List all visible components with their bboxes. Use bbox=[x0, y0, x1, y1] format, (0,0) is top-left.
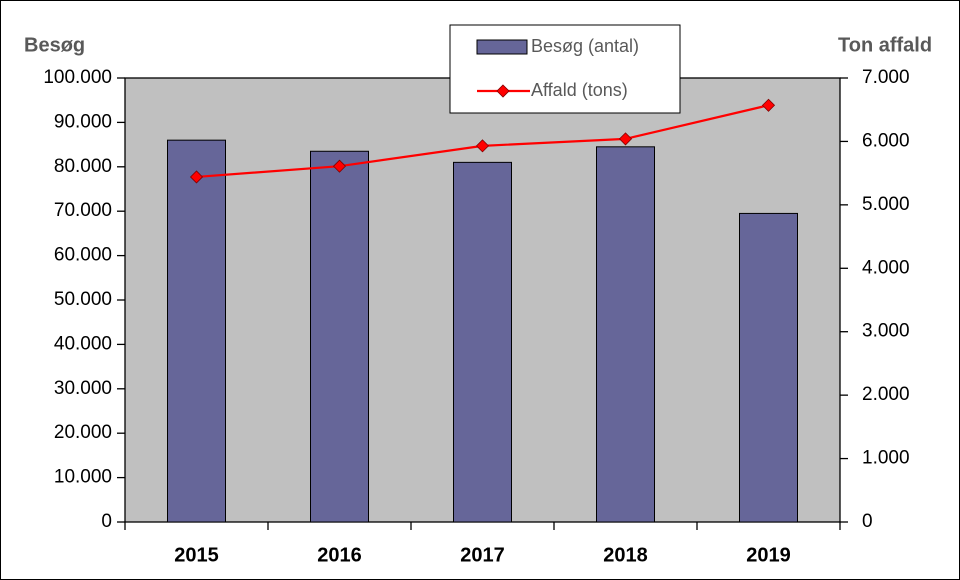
marker bbox=[475, 139, 490, 153]
bar bbox=[596, 146, 655, 523]
y-tick-label: 80.000 bbox=[54, 156, 112, 177]
y-tick-label: 20.000 bbox=[54, 422, 112, 443]
x-tick-label: 2018 bbox=[603, 544, 648, 566]
y-tick-label: 70.000 bbox=[54, 200, 112, 221]
y2-tick-label: 1.000 bbox=[862, 448, 910, 469]
legend-label: Besøg (antal) bbox=[531, 36, 639, 56]
y2-tick-label: 7.000 bbox=[862, 67, 910, 88]
marker bbox=[761, 98, 776, 112]
y2-tick-label: 6.000 bbox=[862, 130, 910, 151]
marker bbox=[618, 132, 633, 146]
y-tick-label: 90.000 bbox=[54, 111, 112, 132]
legend-label: Affald (tons) bbox=[531, 80, 628, 100]
y-tick-label: 30.000 bbox=[54, 378, 112, 399]
y-tick-label: 0 bbox=[101, 511, 112, 532]
legend-marker bbox=[496, 84, 510, 98]
bar bbox=[167, 139, 226, 523]
y2-tick-label: 5.000 bbox=[862, 194, 910, 215]
marker bbox=[332, 159, 347, 173]
y-tick-label: 50.000 bbox=[54, 289, 112, 310]
x-tick-label: 2015 bbox=[174, 544, 219, 566]
y-tick-label: 40.000 bbox=[54, 333, 112, 354]
y2-axis-title: Ton affald bbox=[838, 34, 932, 56]
y2-tick-label: 0 bbox=[862, 511, 873, 532]
y-axis-title: Besøg bbox=[24, 34, 85, 56]
x-tick-label: 2017 bbox=[460, 544, 505, 566]
x-tick-label: 2016 bbox=[317, 544, 362, 566]
bar bbox=[453, 161, 512, 523]
y-tick-label: 100.000 bbox=[43, 67, 112, 88]
y-tick-label: 10.000 bbox=[54, 467, 112, 488]
marker bbox=[189, 170, 204, 184]
x-tick-label: 2019 bbox=[746, 544, 791, 566]
y2-tick-label: 2.000 bbox=[862, 384, 910, 405]
bar bbox=[739, 212, 798, 523]
bar bbox=[310, 150, 369, 523]
y-tick-label: 60.000 bbox=[54, 245, 112, 266]
y2-tick-label: 3.000 bbox=[862, 321, 910, 342]
y2-tick-label: 4.000 bbox=[862, 257, 910, 278]
legend-swatch bbox=[476, 39, 528, 55]
